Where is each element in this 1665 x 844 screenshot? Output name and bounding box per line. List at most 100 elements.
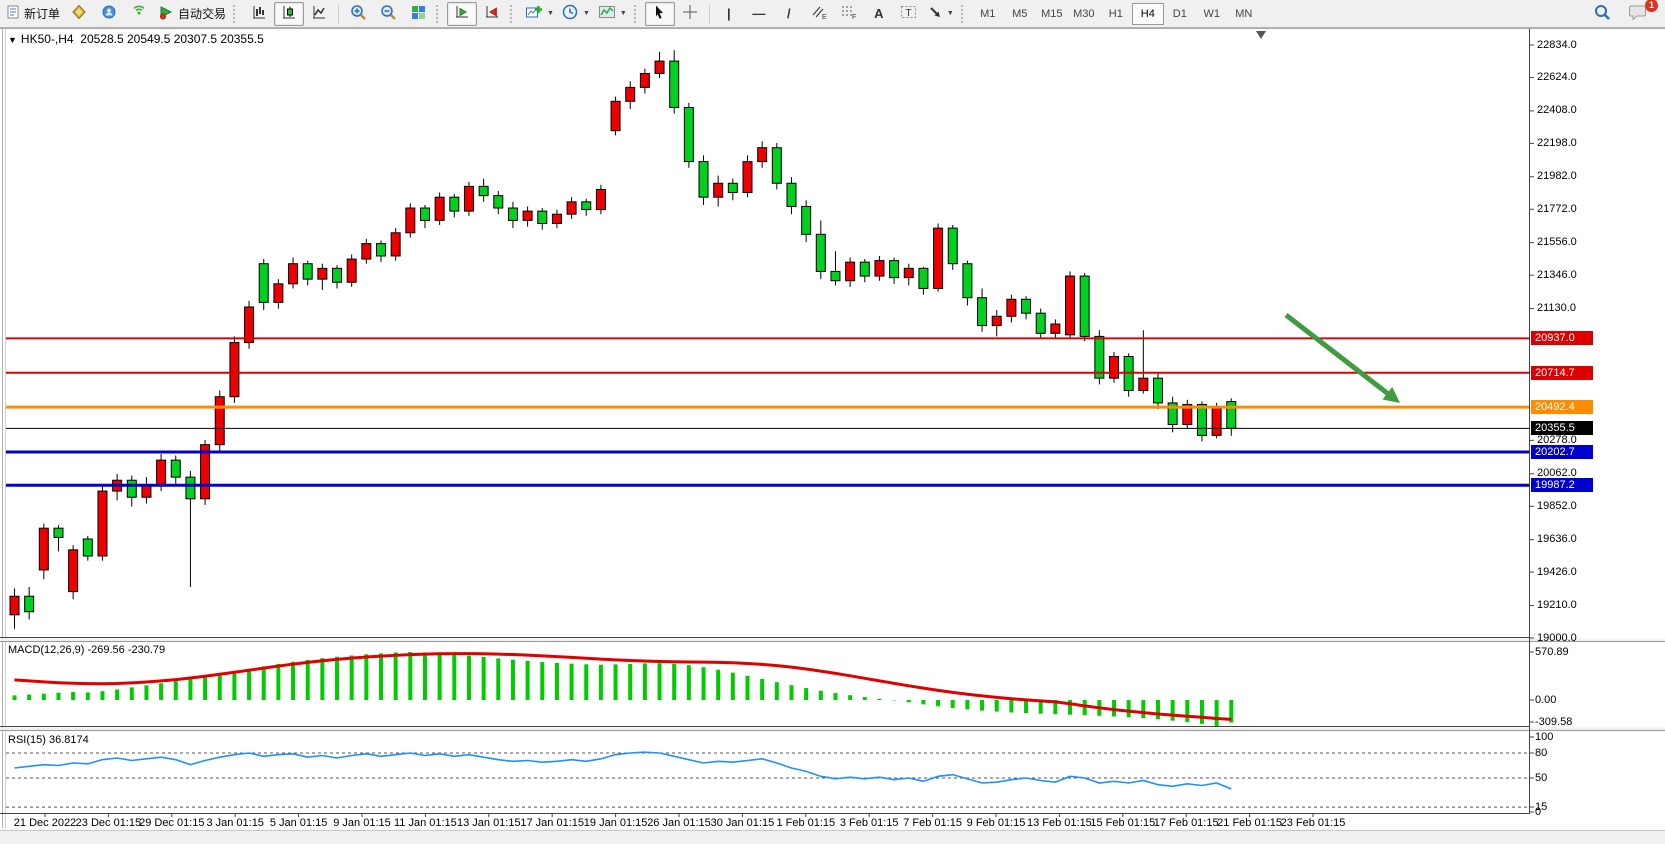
price-tick-label: 19000.0 — [1537, 631, 1577, 644]
time-axis-label: 21 Feb 01:15 — [1217, 817, 1283, 829]
candlestick-chart-button[interactable] — [274, 1, 305, 26]
search-button[interactable] — [1587, 2, 1617, 26]
chart-ohlc-values: 20528.5 20549.5 20307.5 20355.5 — [80, 32, 264, 46]
toolbar-separator — [708, 3, 710, 24]
trendline-tool[interactable]: / — [774, 2, 804, 26]
timeframe-m30[interactable]: M30 — [1073, 7, 1095, 20]
rsi-tick-label: 15 — [1535, 800, 1548, 813]
channel-tool[interactable]: E — [804, 2, 834, 26]
chart-shift-icon — [484, 4, 500, 23]
search-icon — [1593, 3, 1611, 24]
time-axis-label: 26 Jan 01:15 — [647, 817, 711, 829]
fibonacci-tool[interactable]: F — [834, 2, 864, 26]
price-tick-label: 21130.0 — [1537, 302, 1576, 315]
toolbar-grip[interactable] — [233, 4, 239, 23]
price-level-label: 19987.2 — [1531, 478, 1593, 493]
rsi-label: RSI(15) 36.8174 — [8, 734, 89, 746]
notifications-button[interactable]: 1 — [1623, 0, 1658, 26]
arrows-tool[interactable]: ▼ — [924, 2, 958, 26]
timeframe-m15[interactable]: M15 — [1041, 7, 1063, 20]
indicators-dropdown-icon[interactable]: ▼ — [547, 10, 554, 17]
time-axis-label: 13 Jan 01:15 — [456, 817, 521, 829]
timeframe-w1[interactable]: W1 — [1203, 7, 1221, 20]
time-axis-label: 7 Feb 01:15 — [903, 817, 962, 829]
trendline-icon: / — [787, 6, 791, 21]
timeframe-d1[interactable]: D1 — [1172, 7, 1187, 20]
horizontal-line-tool[interactable]: — — [744, 2, 774, 26]
line-chart-button[interactable] — [304, 2, 334, 26]
text-label-tool[interactable]: T — [894, 2, 924, 26]
auto-trading-button[interactable]: 自动交易 — [154, 2, 230, 26]
price-tick-label: 20278.0 — [1537, 433, 1577, 446]
price-tick-label: 21982.0 — [1537, 170, 1577, 183]
time-axis-label: 21 Dec 2022 — [13, 817, 77, 829]
chat-bubble-icon — [1628, 3, 1648, 24]
metaeditor-button[interactable] — [64, 2, 94, 26]
templates-icon — [598, 4, 616, 23]
svg-text:E: E — [822, 14, 827, 20]
toolbar: 新订单 自动交易 — [0, 0, 1665, 28]
time-axis-label: 17 Feb 01:15 — [1153, 817, 1219, 829]
price-tick-label: 21346.0 — [1537, 268, 1577, 281]
time-axis-label: 1 Feb 01:15 — [776, 817, 836, 829]
price-tick-label: 22834.0 — [1537, 38, 1577, 51]
signals-button[interactable] — [124, 2, 154, 26]
price-tick-label: 19636.0 — [1537, 533, 1577, 546]
cursor-button[interactable] — [644, 1, 675, 26]
timeframe-mn[interactable]: MN — [1235, 7, 1253, 20]
auto-trading-label: 自动交易 — [178, 7, 227, 21]
price-level-label: 20492.4 — [1531, 400, 1593, 415]
toolbar-grip[interactable] — [960, 4, 967, 23]
price-level-label: 20714.7 — [1531, 365, 1593, 380]
templates-dropdown-icon[interactable]: ▼ — [619, 10, 627, 17]
templates-button[interactable]: ▼ — [594, 2, 631, 26]
periods-button[interactable]: ▼ — [558, 2, 594, 26]
panel-separator — [0, 638, 1665, 642]
text-tool[interactable]: A — [864, 2, 894, 26]
price-level-label: 20937.0 — [1531, 331, 1593, 346]
bar-chart-icon — [251, 4, 267, 23]
price-tick-label: 20062.0 — [1537, 467, 1577, 480]
tile-windows-icon — [410, 4, 427, 24]
price-tick-label: 21556.0 — [1537, 236, 1577, 249]
indicators-button[interactable]: ▼ — [521, 2, 558, 26]
toolbar-grip[interactable] — [510, 4, 516, 23]
bar-chart-button[interactable] — [244, 2, 274, 26]
timeframe-m5[interactable]: M5 — [1012, 7, 1028, 20]
toolbar-separator — [338, 3, 340, 24]
auto-scroll-button[interactable] — [447, 1, 478, 26]
channel-icon: E — [810, 4, 827, 23]
price-tick-label: 19426.0 — [1537, 565, 1577, 578]
macd-label: MACD(12,26,9) -269.56 -230.79 — [8, 644, 166, 656]
periods-dropdown-icon[interactable]: ▼ — [582, 10, 590, 17]
metaeditor-icon — [71, 4, 87, 23]
time-axis-label: 23 Dec 01:15 — [75, 817, 142, 829]
zoom-in-button[interactable] — [343, 2, 373, 26]
zoom-out-button[interactable] — [373, 2, 403, 26]
rsi-tick-label: 0 — [1535, 805, 1542, 818]
chart-shift-button[interactable] — [477, 2, 507, 26]
timeframe-m1[interactable]: M1 — [980, 7, 996, 20]
price-level-label: 20202.7 — [1531, 444, 1593, 459]
timeframe-h1[interactable]: H1 — [1108, 7, 1123, 20]
crosshair-button[interactable] — [675, 2, 705, 26]
time-axis-label: 9 Feb 01:15 — [966, 817, 1026, 829]
community-button[interactable] — [94, 2, 124, 26]
vertical-line-tool[interactable]: | — [714, 2, 744, 26]
auto-scroll-icon — [454, 4, 470, 23]
toolbar-grip[interactable] — [436, 4, 442, 23]
text-tool-icon: A — [874, 6, 884, 21]
auto-trading-icon — [158, 4, 175, 23]
toolbar-grip[interactable] — [633, 4, 640, 23]
panel-separator — [0, 727, 1665, 731]
tile-windows-button[interactable] — [403, 2, 433, 26]
new-order-button[interactable]: 新订单 — [2, 2, 64, 26]
timeframe-h4[interactable]: H4 — [1131, 2, 1164, 25]
candlestick-series — [9, 50, 1237, 629]
clock-icon — [562, 4, 579, 24]
new-order-icon — [6, 4, 21, 23]
arrows-dropdown-icon[interactable]: ▼ — [946, 10, 954, 17]
chart-title-toggle-icon[interactable]: ▼ — [8, 35, 17, 45]
rsi-tick-label: 100 — [1535, 730, 1554, 743]
